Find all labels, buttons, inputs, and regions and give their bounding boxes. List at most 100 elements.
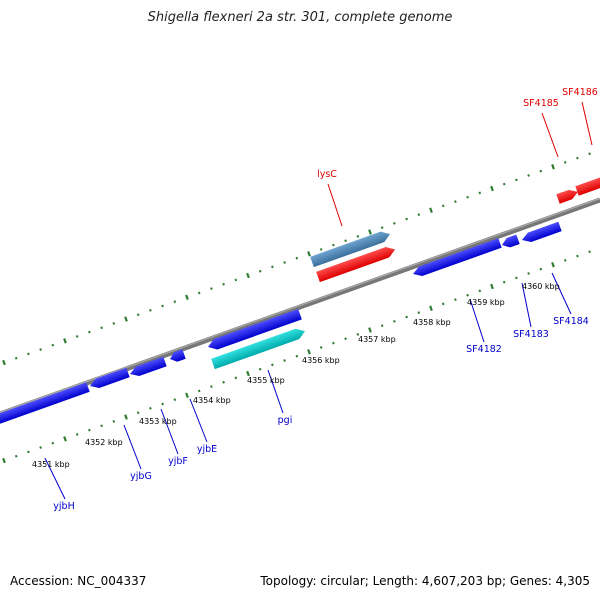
forward-track-tick bbox=[515, 178, 518, 182]
reverse-track-tick bbox=[502, 280, 506, 284]
forward-track-tick bbox=[393, 221, 396, 225]
leader-SF4185 bbox=[541, 112, 559, 158]
leader-SF4184 bbox=[551, 272, 572, 315]
forward-track-tick bbox=[75, 335, 79, 338]
gene-pgi bbox=[211, 328, 306, 370]
reverse-track-tick bbox=[210, 385, 213, 388]
gene-unnamed-1 bbox=[208, 309, 302, 350]
reverse-track-tick bbox=[75, 433, 79, 436]
kbp-label: 4355 kbp bbox=[247, 376, 285, 385]
gene-label-yjbG: yjbG bbox=[130, 471, 152, 482]
reverse-track-tick bbox=[222, 380, 225, 384]
forward-track-tick bbox=[63, 338, 67, 344]
reverse-track-tick bbox=[246, 370, 250, 377]
reverse-track-tick bbox=[563, 259, 567, 262]
kbp-label: 4358 kbp bbox=[413, 318, 451, 327]
gene-label-leaders bbox=[44, 101, 593, 500]
forward-track-tick bbox=[539, 169, 543, 173]
forward-track-tick bbox=[136, 313, 140, 317]
reverse-track-tick bbox=[539, 267, 543, 271]
forward-track-tick bbox=[222, 282, 225, 286]
forward-track-tick bbox=[417, 213, 421, 217]
reverse-track-tick bbox=[527, 272, 530, 275]
gene-labels: yjbH yjbG yjbF yjbE pgi SF4182 SF4183 SF4184 lys… bbox=[53, 87, 598, 512]
reverse-track-tick bbox=[100, 424, 103, 428]
reverse-track-tick bbox=[185, 392, 189, 399]
forward-track-tick bbox=[490, 185, 494, 192]
reverse-track-tick bbox=[490, 283, 494, 290]
reverse-track-tick bbox=[332, 341, 335, 345]
forward-track-tick bbox=[429, 207, 433, 214]
reverse-track-tick bbox=[161, 402, 164, 406]
forward-track-tick bbox=[112, 322, 116, 325]
reverse-track-tick bbox=[576, 254, 579, 258]
leader-yjbH bbox=[44, 457, 66, 500]
forward-track-tick bbox=[478, 191, 482, 195]
reverse-track-tick bbox=[271, 363, 274, 367]
reverse-track-tick bbox=[588, 250, 591, 254]
forward-track-tick bbox=[246, 272, 250, 279]
reverse-track-tick bbox=[307, 349, 311, 355]
reverse-track-tick bbox=[39, 446, 42, 449]
gene-label-lysC: lysC bbox=[317, 169, 337, 180]
forward-track-tick bbox=[258, 269, 262, 273]
reverse-track-tick bbox=[283, 359, 286, 362]
gene-SF4185 bbox=[556, 189, 578, 204]
forward-track-tick bbox=[295, 256, 299, 260]
reverse-track-tick bbox=[295, 354, 299, 358]
kbp-label: 4352 kbp bbox=[85, 438, 123, 447]
reverse-track-tick bbox=[344, 337, 347, 341]
forward-track-tick bbox=[197, 291, 201, 295]
forward-track-tick bbox=[466, 195, 469, 199]
gene-yjbE bbox=[170, 349, 186, 362]
gene-label-SF4185: SF4185 bbox=[523, 98, 559, 109]
reverse-track-tick bbox=[27, 450, 30, 454]
reverse-track-tick bbox=[441, 302, 445, 306]
reverse-track-tick bbox=[356, 333, 360, 336]
leader-pgi bbox=[267, 369, 284, 414]
reverse-track-tick bbox=[2, 457, 6, 464]
forward-track-tick bbox=[405, 217, 408, 221]
forward-track-tick bbox=[173, 300, 177, 304]
gene-label-SF4186: SF4186 bbox=[562, 87, 598, 98]
gene-SF4183 bbox=[502, 234, 520, 248]
forward-track-tick bbox=[149, 308, 152, 312]
gene-yjbG bbox=[90, 367, 130, 389]
forward-track-tick bbox=[185, 294, 189, 301]
leader-lysC bbox=[327, 183, 343, 227]
reverse-track-tick bbox=[258, 367, 262, 371]
forward-track-tick bbox=[88, 330, 91, 334]
forward-track-tick bbox=[441, 204, 445, 208]
kbp-label: 4359 kbp bbox=[467, 298, 505, 307]
forward-track-tick bbox=[161, 304, 164, 308]
reverse-track-tick bbox=[88, 428, 91, 432]
kbp-label: 4356 kbp bbox=[302, 356, 340, 365]
forward-track-tick bbox=[271, 265, 274, 269]
forward-track-tick bbox=[502, 182, 506, 186]
reverse-track-tick bbox=[405, 315, 408, 319]
leader-yjbG bbox=[123, 424, 142, 470]
leader-SF4186 bbox=[581, 101, 593, 146]
forward-track-tick bbox=[14, 356, 18, 360]
reverse-track-tick bbox=[51, 441, 55, 445]
gene-lysC bbox=[316, 247, 396, 283]
kbp-tick-labels: 4351 kbp 4352 kbp 4353 kbp 4354 kbp 4355 kbp… bbox=[32, 282, 560, 469]
forward-track-tick bbox=[234, 278, 238, 282]
reverse-track-tick bbox=[368, 327, 372, 333]
reverse-track-tick bbox=[380, 324, 384, 328]
reverse-track-tick bbox=[14, 454, 18, 458]
forward-track-tick bbox=[332, 243, 335, 247]
reverse-track-tick bbox=[429, 305, 433, 312]
reverse-track-tick bbox=[173, 398, 177, 402]
leader-SF4183 bbox=[521, 282, 532, 328]
reverse-track-tick bbox=[124, 414, 128, 420]
accession-text: Accession: NC_004337 bbox=[10, 574, 147, 588]
forward-track-tick bbox=[2, 359, 6, 366]
kbp-label: 4360 kbp bbox=[522, 282, 560, 291]
gene-label-yjbH: yjbH bbox=[53, 501, 74, 512]
gene-label-yjbF: yjbF bbox=[168, 456, 188, 467]
reverse-track-tick bbox=[515, 276, 518, 280]
gene-SF4186 bbox=[575, 177, 600, 196]
reverse-track-tick bbox=[454, 298, 457, 301]
forward-track-tick bbox=[356, 235, 360, 238]
